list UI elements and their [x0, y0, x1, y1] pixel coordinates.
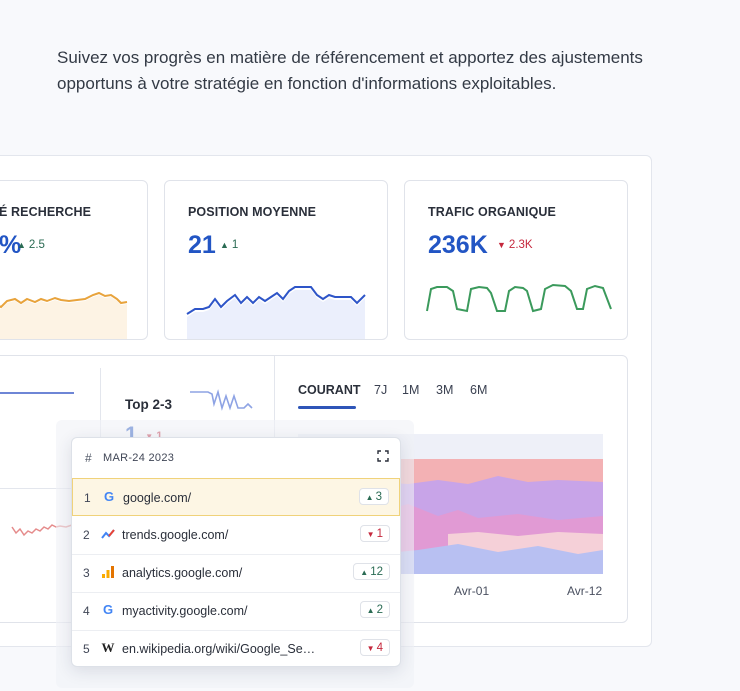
sparkline-chart — [426, 283, 612, 313]
arrow-up-icon: ▲ — [360, 568, 369, 577]
metric-delta: ▲ 1 — [220, 239, 239, 251]
arrow-down-icon: ▼ — [366, 644, 375, 653]
metric-card-average-position: POSITION MOYENNE 21 ▲ 1 — [164, 180, 388, 340]
tab-current[interactable]: COURANT — [298, 383, 361, 397]
metric-label: É RECHERCHE — [0, 205, 92, 219]
tab-1m[interactable]: 1M — [402, 383, 420, 397]
popup-header: # MAR-24 2023 — [72, 438, 400, 479]
list-item[interactable]: 5 W en.wikipedia.org/wiki/Google_Se… ▼ 4 — [72, 630, 400, 666]
sparkline-chart — [0, 291, 128, 339]
list-item[interactable]: 4 G myactivity.google.com/ ▲ 2 — [72, 592, 400, 631]
list-item[interactable]: 2 trends.google.com/ ▼ 1 — [72, 516, 400, 555]
rank-line-chart — [0, 392, 74, 394]
google-icon: G — [102, 602, 114, 617]
hash-icon: # — [85, 451, 92, 465]
popup-date: MAR-24 2023 — [103, 452, 175, 464]
site-url: trends.google.com/ — [122, 528, 229, 542]
expand-icon[interactable] — [377, 450, 389, 462]
change-badge: ▼ 4 — [359, 639, 390, 656]
tab-7d[interactable]: 7J — [374, 383, 388, 397]
wikipedia-icon: W — [101, 640, 115, 655]
sparkline-chart — [186, 286, 366, 339]
arrow-up-icon: ▲ — [220, 240, 229, 250]
metric-card-search-visibility: É RECHERCHE % ▲ 2.5 — [0, 180, 148, 340]
metric-value: 21 — [188, 231, 216, 259]
metric-label: POSITION MOYENNE — [188, 205, 317, 219]
site-url: myactivity.google.com/ — [122, 604, 248, 618]
arrow-down-icon: ▼ — [497, 240, 506, 250]
change-badge: ▼ 1 — [359, 525, 390, 542]
metric-value: 236K — [428, 231, 488, 259]
active-tab-indicator — [298, 406, 356, 409]
change-badge: ▲ 3 — [358, 488, 389, 505]
metric-label: TRAFIC ORGANIQUE — [428, 205, 556, 219]
divider — [0, 488, 100, 489]
arrow-up-icon: ▲ — [365, 493, 374, 502]
tab-6m[interactable]: 6M — [470, 383, 488, 397]
site-url: google.com/ — [123, 491, 192, 505]
google-icon: G — [103, 489, 115, 504]
metric-delta: ▼ 2.3K — [497, 239, 533, 251]
list-item[interactable]: 3 analytics.google.com/ ▲ 12 — [72, 554, 400, 593]
metric-card-organic-traffic: TRAFIC ORGANIQUE 236K ▼ 2.3K — [404, 180, 628, 340]
arrow-up-icon: ▲ — [17, 240, 26, 250]
x-axis-tick: Avr-12 — [567, 584, 603, 598]
analytics-icon — [102, 566, 114, 578]
change-badge: ▲ 2 — [359, 601, 390, 618]
top23-label: Top 2-3 — [125, 397, 172, 412]
tab-3m[interactable]: 3M — [436, 383, 454, 397]
arrow-up-icon: ▲ — [366, 606, 375, 615]
list-item[interactable]: 1 G google.com/ ▲ 3 — [72, 478, 400, 516]
x-axis-tick: Avr-01 — [454, 584, 490, 598]
trends-icon — [101, 529, 115, 539]
intro-text: Suivez vos progrès en matière de référen… — [57, 48, 643, 93]
change-badge: ▲ 12 — [353, 563, 390, 580]
ranking-popup: # MAR-24 2023 1 G google.com/ ▲ 3 2 trend… — [71, 437, 401, 667]
metric-value: % — [0, 231, 22, 259]
arrow-down-icon: ▼ — [366, 530, 375, 539]
site-url: en.wikipedia.org/wiki/Google_Se… — [122, 642, 316, 656]
top23-sparkline — [190, 389, 253, 411]
site-url: analytics.google.com/ — [122, 566, 243, 580]
metric-delta: ▲ 2.5 — [17, 239, 45, 251]
